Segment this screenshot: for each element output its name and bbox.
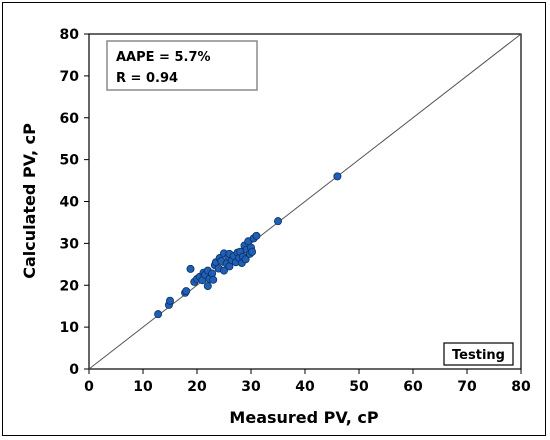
data-point (219, 266, 228, 275)
x-tick-label: 20 (187, 379, 207, 395)
x-axis-title: Measured PV, cP (229, 408, 378, 427)
x-tick-label: 0 (84, 379, 94, 395)
data-point (182, 287, 191, 296)
y-tick-label: 20 (60, 278, 80, 294)
scatter-chart: 0 10 20 30 40 50 60 70 80 0 10 20 30 40 50 60 70 80 AAPE … (20, 27, 531, 427)
data-point (248, 247, 257, 256)
data-point (165, 296, 174, 305)
data-point (154, 310, 163, 319)
x-tick-label: 10 (133, 379, 153, 395)
x-tick-label: 60 (403, 379, 423, 395)
tag-box: Testing (443, 342, 514, 366)
stat-r: R = 0.94 (116, 71, 178, 86)
y-tick-label: 30 (60, 236, 80, 252)
y-tick-label: 10 (60, 320, 80, 336)
data-point (186, 264, 195, 273)
y-tick-label: 70 (60, 69, 80, 85)
data-point (273, 217, 282, 226)
data-point (333, 172, 342, 181)
data-point (203, 282, 212, 291)
x-tick-label: 80 (511, 379, 531, 395)
y-tick-label: 80 (60, 27, 80, 43)
data-point (209, 275, 218, 284)
tag-label: Testing (452, 348, 505, 363)
x-tick-label: 30 (241, 379, 261, 395)
x-tick-label: 40 (295, 379, 315, 395)
stat-aape: AAPE = 5.7% (116, 50, 211, 65)
x-tick-label: 50 (349, 379, 369, 395)
y-tick-label: 50 (60, 153, 80, 169)
data-point (252, 231, 261, 240)
chart-frame: 0 10 20 30 40 50 60 70 80 0 10 20 30 40 50 60 70 80 AAPE … (2, 2, 546, 436)
x-tick-label: 70 (457, 379, 477, 395)
y-tick-label: 0 (69, 362, 79, 378)
y-axis-title: Calculated PV, cP (20, 123, 39, 279)
stats-box: AAPE = 5.7% R = 0.94 (106, 40, 258, 91)
data-point (241, 255, 250, 264)
y-tick-label: 40 (60, 195, 80, 211)
y-tick-label: 60 (60, 111, 80, 127)
